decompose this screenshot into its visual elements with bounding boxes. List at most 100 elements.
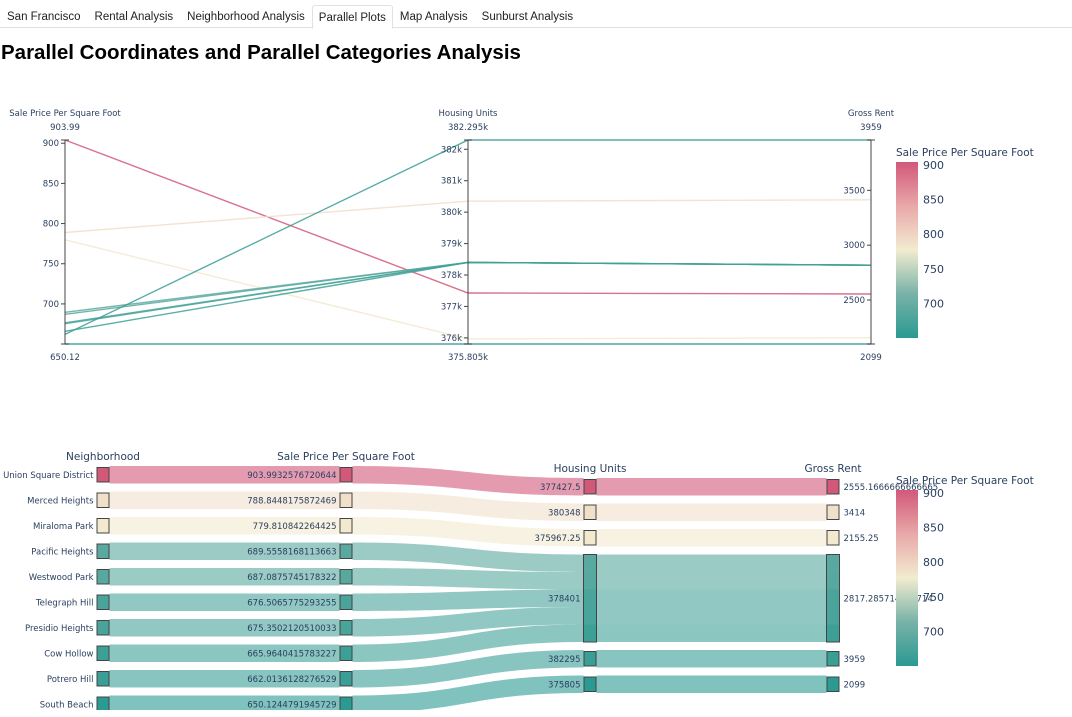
category-group[interactable]: 375967.25	[535, 530, 597, 546]
category-group[interactable]: 689.5558168113663	[247, 543, 353, 559]
category-box[interactable]	[826, 651, 840, 667]
dimension-label[interactable]: Gross Rent	[805, 463, 862, 475]
category-group[interactable]: 687.0875745178322	[247, 569, 353, 585]
category-group[interactable]: Merced Heights	[27, 492, 110, 508]
ribbon[interactable]	[352, 542, 584, 573]
category-group[interactable]: Union Square District	[3, 467, 110, 483]
category-box[interactable]	[96, 594, 110, 610]
category-box[interactable]	[339, 594, 353, 610]
ribbon[interactable]	[352, 650, 584, 688]
category-group[interactable]: Potrero Hill	[47, 671, 110, 687]
ribbon[interactable]	[352, 624, 584, 663]
category-group[interactable]: Telegraph Hill	[35, 594, 110, 610]
ribbon[interactable]	[596, 529, 827, 547]
dimension-label[interactable]: Sale Price Per Square Foot	[277, 451, 415, 463]
category-group[interactable]: 903.9932576720644	[247, 467, 353, 483]
category-group[interactable]: 2155.25	[826, 530, 879, 546]
category-box[interactable]	[583, 554, 597, 643]
category-group[interactable]: 377427.5	[540, 479, 597, 495]
category-box[interactable]	[826, 504, 840, 520]
category-group[interactable]: Cow Hollow	[44, 645, 110, 661]
tab-neighborhood-analysis[interactable]: Neighborhood Analysis	[187, 11, 305, 23]
category-box[interactable]	[583, 504, 597, 520]
category-box[interactable]	[339, 518, 353, 534]
category-group[interactable]: 2817.285714285714	[826, 554, 933, 643]
category-group[interactable]: 2555.1666666666665	[826, 479, 938, 495]
ribbon[interactable]	[109, 517, 340, 535]
category-box[interactable]	[339, 645, 353, 661]
category-box[interactable]	[96, 569, 110, 585]
category-box[interactable]	[96, 518, 110, 534]
category-box[interactable]	[96, 620, 110, 636]
category-box[interactable]	[96, 467, 110, 483]
category-group[interactable]: Miraloma Park	[33, 518, 110, 534]
ribbon[interactable]	[109, 593, 340, 612]
ribbon[interactable]	[596, 650, 827, 668]
parallel-coordinates-chart[interactable]: Sale Price Per Square Foot 903.99 650.12 70…	[0, 100, 1072, 380]
category-group[interactable]: 3959	[826, 651, 865, 667]
category-box[interactable]	[339, 671, 353, 687]
ribbon[interactable]	[596, 607, 827, 625]
category-box[interactable]	[583, 651, 597, 667]
category-box[interactable]	[826, 676, 840, 692]
ribbon[interactable]	[596, 503, 827, 522]
category-group[interactable]: 676.5065775293255	[247, 594, 353, 610]
ribbon[interactable]	[596, 572, 827, 590]
category-box[interactable]	[583, 530, 597, 546]
dimension-label[interactable]: Housing Units	[554, 463, 627, 475]
ribbon[interactable]	[352, 607, 584, 637]
ribbon[interactable]	[109, 568, 340, 586]
ribbon[interactable]	[352, 589, 584, 612]
ribbon[interactable]	[352, 491, 584, 522]
tab-sunburst-analysis[interactable]: Sunburst Analysis	[481, 11, 574, 23]
ribbon[interactable]	[109, 644, 340, 663]
ribbon[interactable]	[352, 675, 584, 711]
category-box[interactable]	[339, 620, 353, 636]
category-box[interactable]	[96, 696, 110, 710]
ribbon[interactable]	[596, 675, 827, 694]
tab-parallel-plots[interactable]: Parallel Plots	[311, 5, 393, 29]
category-group[interactable]: 380348	[548, 504, 597, 520]
category-box[interactable]	[339, 492, 353, 508]
category-group[interactable]: 382295	[548, 651, 597, 667]
ribbon[interactable]	[596, 478, 827, 496]
tab-san-francisco[interactable]: San Francisco	[7, 11, 81, 23]
ribbon[interactable]	[352, 517, 584, 547]
ribbon[interactable]	[109, 466, 340, 484]
category-group[interactable]: 2099	[826, 676, 865, 692]
ribbon[interactable]	[109, 670, 340, 688]
ribbon[interactable]	[109, 619, 340, 637]
category-group[interactable]: 779.810842264425	[253, 518, 353, 534]
category-group[interactable]: Presidio Heights	[25, 620, 110, 636]
category-group[interactable]: 665.9640415783227	[247, 645, 353, 661]
category-group[interactable]: South Beach	[40, 696, 110, 710]
ribbon[interactable]	[352, 568, 584, 590]
category-box[interactable]	[826, 479, 840, 495]
category-group[interactable]: 788.8448175872469	[247, 492, 353, 508]
category-group[interactable]: 650.1244791945729	[247, 696, 353, 710]
category-box[interactable]	[96, 671, 110, 687]
category-box[interactable]	[339, 696, 353, 710]
category-group[interactable]: 378401	[548, 554, 597, 643]
category-group[interactable]: 662.0136128276529	[247, 671, 353, 687]
ribbon[interactable]	[109, 695, 340, 711]
category-box[interactable]	[339, 569, 353, 585]
category-group[interactable]: Westwood Park	[29, 569, 110, 585]
category-box[interactable]	[339, 543, 353, 559]
category-group[interactable]: 675.3502120510033	[247, 620, 353, 636]
ribbon[interactable]	[109, 491, 340, 510]
category-group[interactable]: 3414	[826, 504, 865, 520]
parallel-categories-chart[interactable]: Neighborhood Union Square District Merced …	[0, 448, 1072, 710]
ribbon[interactable]	[596, 624, 827, 643]
ribbon[interactable]	[596, 554, 827, 573]
category-box[interactable]	[96, 645, 110, 661]
ribbon[interactable]	[596, 589, 827, 608]
tab-map-analysis[interactable]: Map Analysis	[399, 11, 468, 23]
category-box[interactable]	[96, 543, 110, 559]
category-group[interactable]: Pacific Heights	[31, 543, 110, 559]
category-box[interactable]	[826, 530, 840, 546]
category-group[interactable]: 375805	[548, 676, 597, 692]
ribbon[interactable]	[109, 542, 340, 561]
category-box[interactable]	[583, 479, 597, 495]
category-box[interactable]	[96, 492, 110, 508]
